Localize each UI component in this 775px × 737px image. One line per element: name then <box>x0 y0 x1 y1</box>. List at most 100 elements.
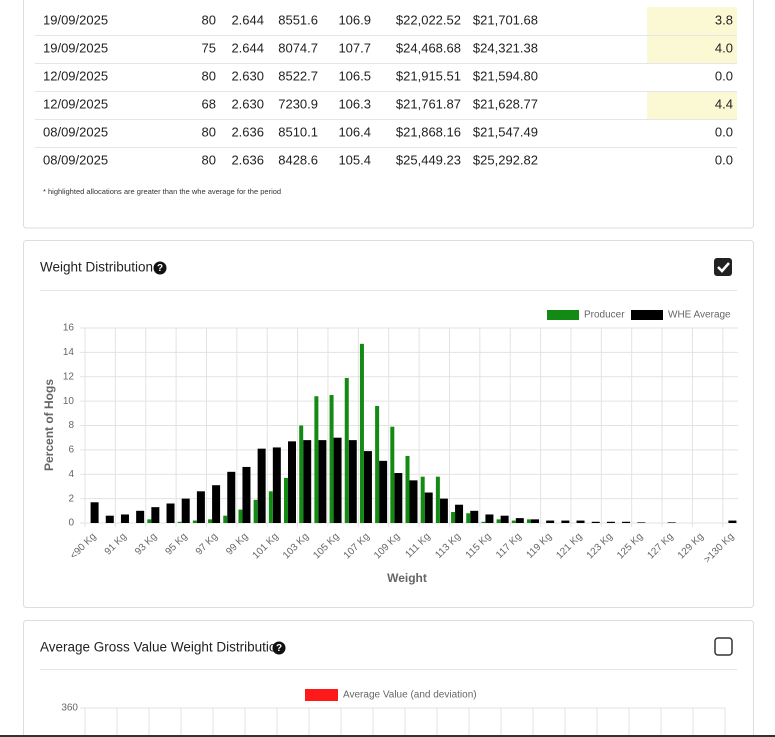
table-cell: $21,761.87 <box>396 96 461 111</box>
bar <box>394 473 403 523</box>
table-cell: 3.8 <box>715 12 733 27</box>
y-tick-label: 2 <box>68 493 74 504</box>
table-cell: 12/09/2025 <box>43 68 108 83</box>
bar <box>561 520 570 523</box>
bar <box>257 448 266 523</box>
bar <box>405 455 410 523</box>
bar <box>288 441 297 523</box>
y-tick-label: 8 <box>68 420 74 431</box>
bar <box>136 510 145 523</box>
bar <box>318 440 327 523</box>
y-tick-label: 4 <box>68 469 74 480</box>
x-axis-label: Weight <box>387 571 427 585</box>
legend-swatch <box>547 310 579 320</box>
table-cell: 80 <box>202 12 216 27</box>
bar <box>181 498 190 523</box>
table-cell: 80 <box>202 152 216 167</box>
table-cell: 106.4 <box>338 124 371 139</box>
table-cell: 0.0 <box>715 68 733 83</box>
y-tick-label: 0 <box>68 518 74 529</box>
table-cell: 8428.6 <box>278 152 318 167</box>
y-tick-label: 12 <box>63 371 75 382</box>
bar <box>299 425 304 523</box>
bar <box>344 377 349 523</box>
bar <box>424 492 433 523</box>
table-cell: 19/09/2025 <box>43 40 108 55</box>
table-cell: 106.3 <box>338 96 371 111</box>
checkbox[interactable] <box>714 637 733 656</box>
bar <box>420 476 425 523</box>
table-cell: 105.4 <box>338 152 371 167</box>
table-cell: $25,449.23 <box>396 152 461 167</box>
bar <box>238 509 243 523</box>
bar <box>470 510 479 523</box>
table-cell: 8510.1 <box>278 124 318 139</box>
y-tick-label: 6 <box>68 445 74 456</box>
table-cell: 2.630 <box>231 68 264 83</box>
highlight-cell <box>647 91 737 119</box>
legend-swatch <box>305 689 338 701</box>
legend-label: Producer <box>584 310 625 321</box>
table-cell: 4.4 <box>715 96 733 111</box>
bar <box>496 519 501 523</box>
checkmark <box>717 262 730 273</box>
y-tick-label: 16 <box>63 323 75 334</box>
bar <box>192 520 197 523</box>
table-cell: 2.636 <box>231 124 264 139</box>
table-cell: 75 <box>202 40 216 55</box>
bar <box>90 502 99 523</box>
help-icon[interactable]: ? <box>272 641 286 655</box>
table-cell: 7230.9 <box>278 96 318 111</box>
panel-title: Weight Distribution <box>40 260 153 275</box>
bar <box>120 514 129 523</box>
y-tick-label: 360 <box>61 703 78 714</box>
highlight-cell <box>647 7 737 35</box>
bar <box>667 522 676 523</box>
table-cell: 2.644 <box>231 12 264 27</box>
table-cell: 106.9 <box>338 12 371 27</box>
bar <box>242 466 251 523</box>
bar <box>212 485 221 523</box>
bar <box>147 519 152 523</box>
table-cell: $24,321.38 <box>473 40 538 55</box>
table-cell: 2.630 <box>231 96 264 111</box>
bar <box>177 521 182 523</box>
checkbox-box <box>714 637 733 656</box>
table-cell: $21,701.68 <box>473 12 538 27</box>
bar <box>439 498 448 523</box>
table-cell: $21,628.77 <box>473 96 538 111</box>
value-card <box>23 620 754 737</box>
bar <box>359 343 364 523</box>
bar <box>511 520 516 523</box>
table-cell: 8551.6 <box>278 12 318 27</box>
table-cell: 08/09/2025 <box>43 124 108 139</box>
table-cell: 107.7 <box>338 40 371 55</box>
bar <box>329 395 334 523</box>
bar <box>515 518 524 523</box>
bar <box>272 447 281 523</box>
y-tick-label: 10 <box>63 396 75 407</box>
bar <box>451 512 456 523</box>
bar <box>435 476 440 523</box>
panel-title: Average Gross Value Weight Distribution <box>40 640 284 655</box>
bar <box>455 504 464 523</box>
bar <box>591 521 600 523</box>
table-cell: $21,547.49 <box>473 124 538 139</box>
table-cell: $21,594.80 <box>473 68 538 83</box>
bar <box>363 451 372 523</box>
y-tick-label: 14 <box>63 347 75 358</box>
bar <box>481 521 486 523</box>
legend-swatch <box>631 310 663 320</box>
help-icon[interactable]: ? <box>153 261 167 275</box>
bar <box>622 521 631 523</box>
bar <box>223 515 228 523</box>
checkbox-box <box>714 258 732 276</box>
bar <box>530 519 539 523</box>
table-card <box>23 0 754 229</box>
checkbox[interactable] <box>714 258 732 276</box>
legend-label: Average Value (and deviation) <box>343 690 477 701</box>
table-cell: 4.0 <box>715 40 733 55</box>
bar <box>546 520 555 523</box>
